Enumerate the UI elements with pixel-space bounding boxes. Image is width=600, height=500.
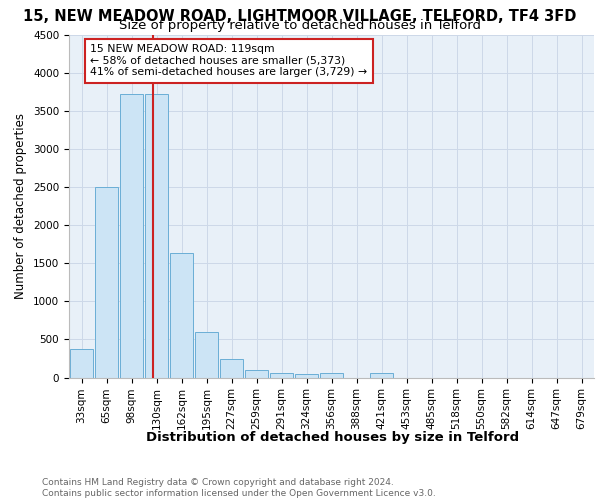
Bar — [95, 187, 118, 378]
Bar — [195, 332, 218, 378]
Y-axis label: Number of detached properties: Number of detached properties — [14, 114, 28, 299]
Text: Contains HM Land Registry data © Crown copyright and database right 2024.
Contai: Contains HM Land Registry data © Crown c… — [42, 478, 436, 498]
Bar — [320, 373, 343, 378]
Text: Distribution of detached houses by size in Telford: Distribution of detached houses by size … — [146, 431, 520, 444]
Bar — [220, 359, 243, 378]
Bar — [120, 94, 143, 378]
Text: 15 NEW MEADOW ROAD: 119sqm
← 58% of detached houses are smaller (5,373)
41% of s: 15 NEW MEADOW ROAD: 119sqm ← 58% of deta… — [90, 44, 367, 78]
Bar — [70, 350, 93, 378]
Text: Size of property relative to detached houses in Telford: Size of property relative to detached ho… — [119, 19, 481, 32]
Bar — [370, 373, 393, 378]
Bar — [145, 94, 168, 378]
Text: 15, NEW MEADOW ROAD, LIGHTMOOR VILLAGE, TELFORD, TF4 3FD: 15, NEW MEADOW ROAD, LIGHTMOOR VILLAGE, … — [23, 9, 577, 24]
Bar — [295, 374, 318, 378]
Bar — [170, 252, 193, 378]
Bar — [245, 370, 268, 378]
Bar — [270, 373, 293, 378]
